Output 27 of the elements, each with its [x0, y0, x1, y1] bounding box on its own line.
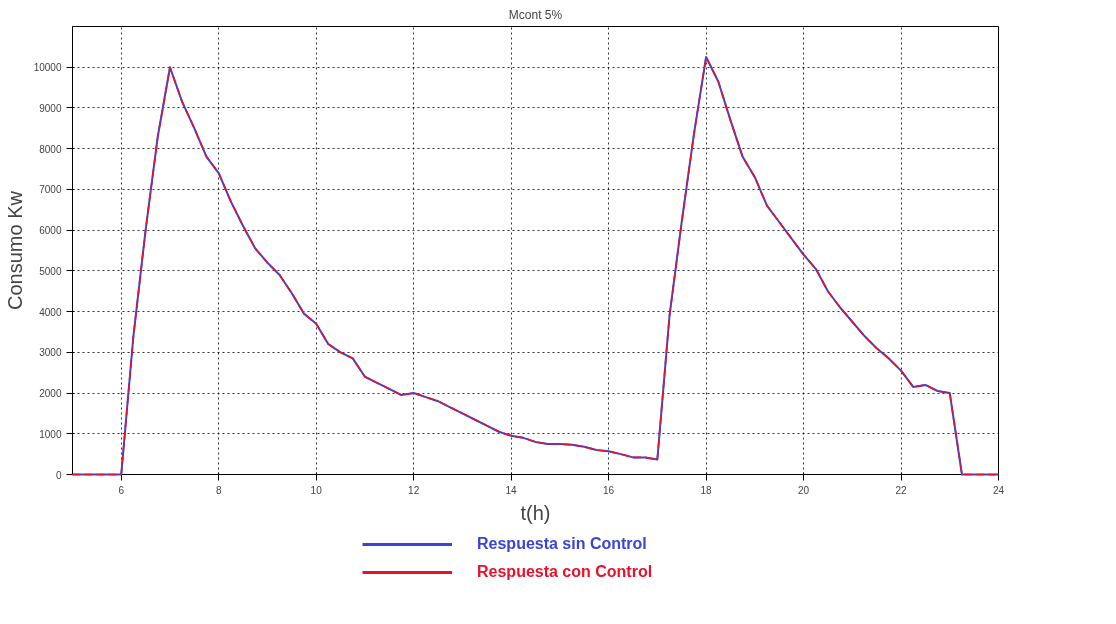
y-tick-label: 9000 [39, 102, 62, 114]
chart-title: Mcont 5% [508, 7, 563, 22]
x-tick-label: 6 [118, 484, 125, 496]
x-tick-label: 22 [895, 484, 908, 496]
y-tick-label: 5000 [39, 265, 62, 277]
x-tick-label: 10 [310, 484, 323, 496]
y-axis-title: Consumo Kw [3, 190, 26, 310]
text: Respuesta sin Control [477, 534, 647, 554]
text: Respuesta con Control [477, 562, 653, 582]
y-tick-label: 6000 [39, 225, 62, 237]
x-tick-label: 24 [992, 484, 1005, 496]
x-tick-label: 20 [797, 484, 810, 496]
y-tick-label: 8000 [39, 143, 62, 155]
y-tick-label: 0 [55, 469, 62, 481]
x-tick-label: 8 [215, 484, 222, 496]
x-tick-label: 16 [603, 484, 615, 496]
y-tick-label: 4000 [39, 306, 62, 318]
y-tick-label: 1000 [39, 428, 62, 440]
y-tick-label: 10000 [33, 62, 62, 74]
x-tick-label: 14 [505, 484, 518, 496]
x-tick-label: 12 [408, 484, 420, 496]
line-series [71, 56, 1000, 476]
y-tick-label: 7000 [39, 184, 62, 196]
x-axis-title: t(h) [520, 501, 551, 524]
x-tick-label: 18 [700, 484, 713, 496]
y-tick-label: 2000 [39, 388, 62, 400]
y-tick-label: 3000 [39, 347, 62, 359]
